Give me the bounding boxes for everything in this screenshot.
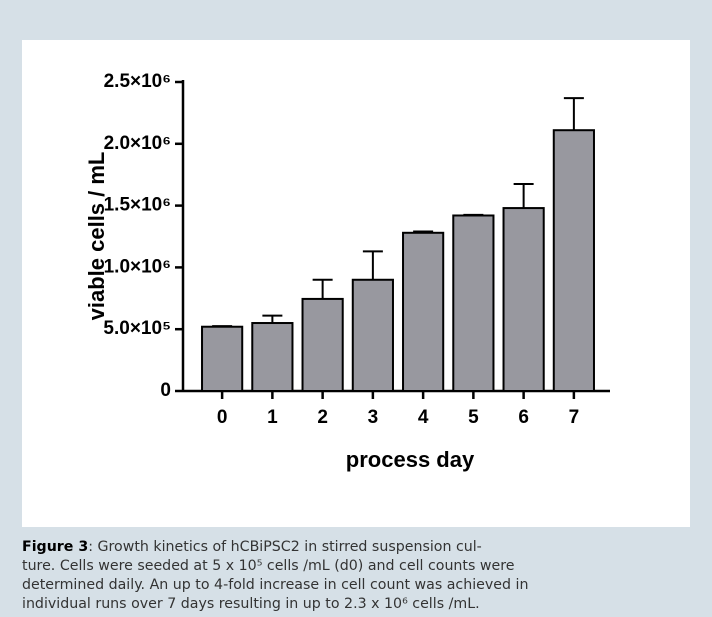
bar — [301, 297, 344, 392]
bar — [502, 207, 545, 392]
x-tick-label: 7 — [569, 407, 580, 428]
x-tick-label: 3 — [368, 407, 379, 428]
x-tick-label: 2 — [317, 407, 328, 428]
caption-line: Figure 3: Growth kinetics of hCBiPSC2 in… — [22, 538, 690, 557]
caption-line: determined daily. An up to 4-fold increa… — [22, 577, 529, 593]
x-tick-label: 5 — [468, 407, 479, 428]
y-tick-label: 1.0×10⁶ — [104, 256, 171, 277]
y-axis-label: viable cells / mL — [84, 152, 109, 321]
caption-line: individual runs over 7 days resulting in… — [22, 596, 480, 612]
x-axis-label: process day — [346, 447, 475, 472]
y-tick-label: 1.5×10⁶ — [104, 195, 171, 216]
caption-text: : Growth kinetics of hCBiPSC2 in stirred… — [88, 539, 482, 555]
y-tick-label: 5.0×10⁵ — [103, 318, 171, 339]
bar — [351, 278, 394, 393]
x-tick-label: 0 — [217, 407, 228, 428]
y-tick-label: 2.0×10⁶ — [104, 133, 171, 154]
y-tick-label: 2.5×10⁶ — [104, 71, 171, 92]
bar — [552, 129, 595, 392]
caption-label: Figure 3 — [22, 539, 89, 555]
caption: Figure 3: Growth kinetics of hCBiPSC2 in… — [22, 538, 690, 614]
y-tick-label: 0 — [160, 380, 171, 401]
bar — [251, 322, 294, 392]
x-tick-label: 4 — [418, 407, 429, 428]
x-tick-label: 6 — [518, 407, 529, 428]
x-tick-label: 1 — [267, 407, 278, 428]
bar — [402, 231, 445, 392]
bar — [452, 214, 495, 392]
bar — [201, 325, 244, 392]
caption-line: ture. Cells were seeded at 5 x 10⁵ cells… — [22, 558, 515, 574]
